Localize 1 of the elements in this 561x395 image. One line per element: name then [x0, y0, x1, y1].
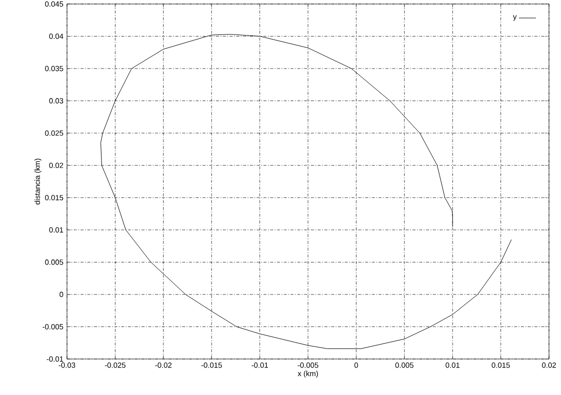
line-series — [100, 34, 512, 349]
